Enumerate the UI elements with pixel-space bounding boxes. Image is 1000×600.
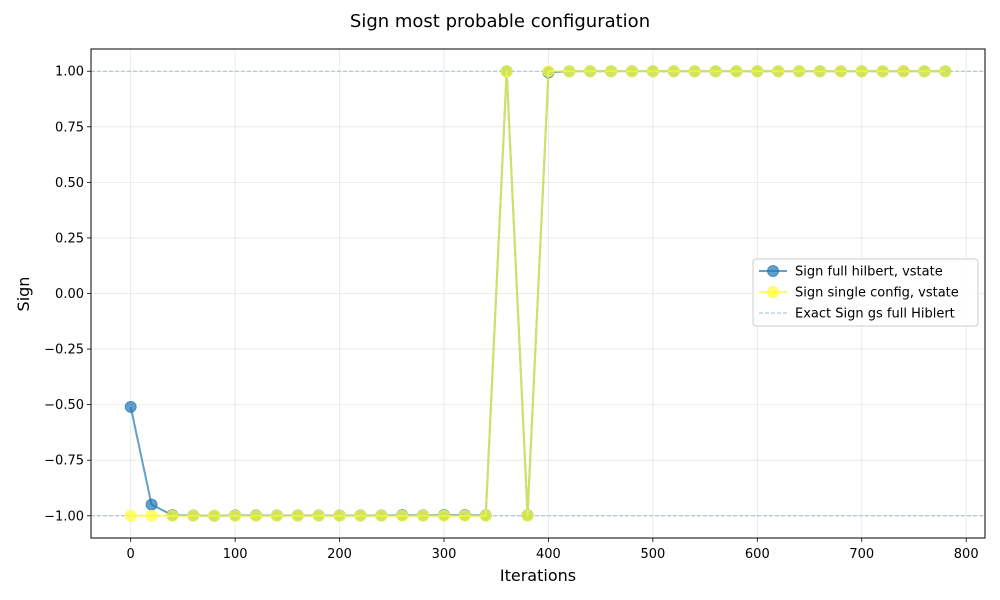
legend-label: Sign full hilbert, vstate <box>795 265 943 280</box>
data-point <box>772 65 785 78</box>
data-point <box>229 509 242 522</box>
data-point <box>688 65 701 78</box>
legend-label: Sign single config, vstate <box>795 286 959 301</box>
x-tick-label: 500 <box>640 547 665 562</box>
x-tick-label: 600 <box>745 547 770 562</box>
y-tick-label: 0.25 <box>55 231 84 246</box>
data-point <box>918 65 931 78</box>
data-point <box>500 65 513 78</box>
data-point <box>646 65 659 78</box>
data-point <box>417 509 430 522</box>
data-point <box>563 65 576 78</box>
legend-swatch-marker <box>767 265 779 277</box>
y-tick-label: −0.75 <box>44 454 84 469</box>
data-point <box>354 509 367 522</box>
data-point <box>458 509 471 522</box>
y-tick-label: 0.75 <box>55 120 84 135</box>
x-tick-label: 100 <box>223 547 248 562</box>
data-point <box>396 509 409 522</box>
data-point <box>751 65 764 78</box>
series-line <box>130 70 946 517</box>
data-point <box>709 65 722 78</box>
data-point <box>667 65 680 78</box>
data-point <box>521 509 534 522</box>
x-axis-label: Iterations <box>500 566 576 585</box>
legend-box <box>752 258 979 327</box>
y-tick-label: 0.50 <box>55 176 84 191</box>
x-tick-label: 0 <box>127 547 135 562</box>
x-tick-label: 300 <box>432 547 457 562</box>
data-point <box>270 509 283 522</box>
data-point <box>208 509 221 522</box>
chart-title: Sign most probable configuration <box>350 11 650 32</box>
data-point <box>813 65 826 78</box>
series-group <box>124 65 952 522</box>
legend: Sign full hilbert, vstate Sign single con… <box>752 258 979 327</box>
legend-swatch <box>759 286 787 298</box>
legend-swatch <box>759 265 787 277</box>
data-point <box>124 400 137 413</box>
data-point <box>625 65 638 78</box>
data-point <box>187 509 200 522</box>
data-point <box>145 498 158 511</box>
y-tick-label: −1.00 <box>44 509 84 524</box>
x-tick-label: 400 <box>536 547 561 562</box>
legend-swatch-marker <box>767 286 779 298</box>
data-point <box>876 65 889 78</box>
y-tick-label: −0.25 <box>44 343 84 358</box>
data-point <box>793 65 806 78</box>
y-axis-ticks: 1.00 0.75 0.50 0.25 0.00 −0.25 −0.50 −0.75 −1.00 <box>44 65 91 524</box>
data-point <box>124 509 137 522</box>
data-point <box>375 509 388 522</box>
data-point <box>855 65 868 78</box>
data-point <box>605 65 618 78</box>
data-point <box>897 65 910 78</box>
data-point <box>479 509 492 522</box>
y-tick-label: 0.00 <box>55 287 84 302</box>
data-point <box>939 65 952 78</box>
data-point <box>438 509 451 522</box>
data-point <box>312 509 325 522</box>
data-point <box>834 65 847 78</box>
x-tick-label: 200 <box>327 547 352 562</box>
x-tick-label: 800 <box>954 547 979 562</box>
x-tick-label: 700 <box>849 547 874 562</box>
data-point <box>542 65 555 78</box>
data-point <box>730 65 743 78</box>
y-tick-label: 1.00 <box>55 65 84 80</box>
data-point <box>145 509 158 522</box>
data-point <box>250 509 263 522</box>
y-tick-label: −0.50 <box>44 398 84 413</box>
series-2 <box>124 65 952 522</box>
data-point <box>166 509 179 522</box>
data-point <box>584 65 597 78</box>
legend-label: Exact Sign gs full Hiblert <box>795 307 955 322</box>
x-axis-ticks: 0 100 200 300 400 500 600 700 800 <box>127 538 979 562</box>
y-axis-label: Sign <box>14 277 33 312</box>
data-point <box>333 509 346 522</box>
data-point <box>291 509 304 522</box>
